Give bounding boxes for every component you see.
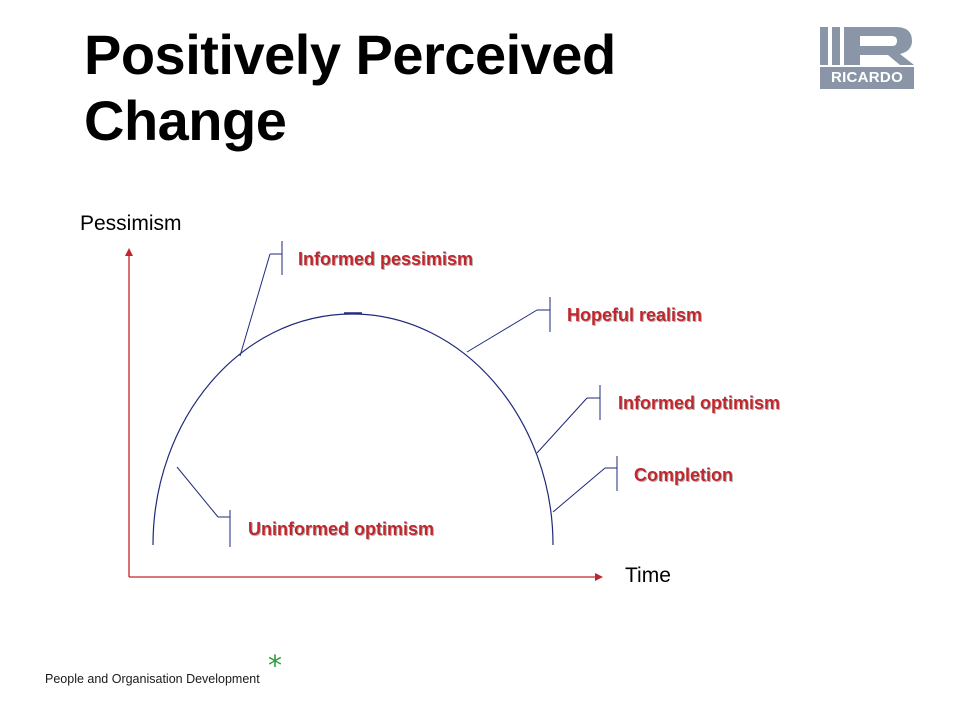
slide-title: Positively Perceived Change: [84, 22, 616, 154]
footer-star-icon: *: [268, 649, 282, 682]
ricardo-logo-mark-icon: [820, 27, 914, 67]
connector-uninformed-optimism: [176, 466, 231, 547]
connector-informed-optimism: [536, 385, 601, 454]
stage-label-informed-optimism: Informed optimism: [618, 393, 781, 413]
change-curve: [152, 313, 554, 546]
stage-label-completion: Completion: [634, 465, 733, 485]
x-axis-label: Time: [625, 564, 671, 587]
connector-completion: [552, 456, 618, 513]
stage-label-hopeful-realism: Hopeful realism: [567, 305, 703, 325]
connector-hopeful-realism: [466, 297, 551, 353]
ricardo-logo: RICARDO: [820, 27, 914, 89]
ricardo-logo-text: RICARDO: [820, 67, 914, 89]
y-axis-label: Pessimism: [80, 212, 182, 235]
slide-title-line-1: Positively Perceived: [84, 23, 616, 86]
stage-label-informed-pessimism: Informed pessimism: [298, 249, 474, 269]
slide-title-line-2: Change: [84, 89, 287, 152]
footer-department-text: People and Organisation Development: [45, 672, 260, 686]
connector-informed-pessimism: [239, 241, 283, 357]
stage-label-uninformed-optimism: Uninformed optimism: [248, 519, 435, 539]
